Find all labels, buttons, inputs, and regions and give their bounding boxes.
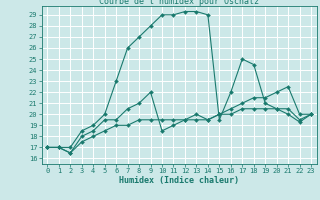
Title: Courbe de l'humidex pour Oschatz: Courbe de l'humidex pour Oschatz <box>99 0 259 6</box>
X-axis label: Humidex (Indice chaleur): Humidex (Indice chaleur) <box>119 176 239 185</box>
